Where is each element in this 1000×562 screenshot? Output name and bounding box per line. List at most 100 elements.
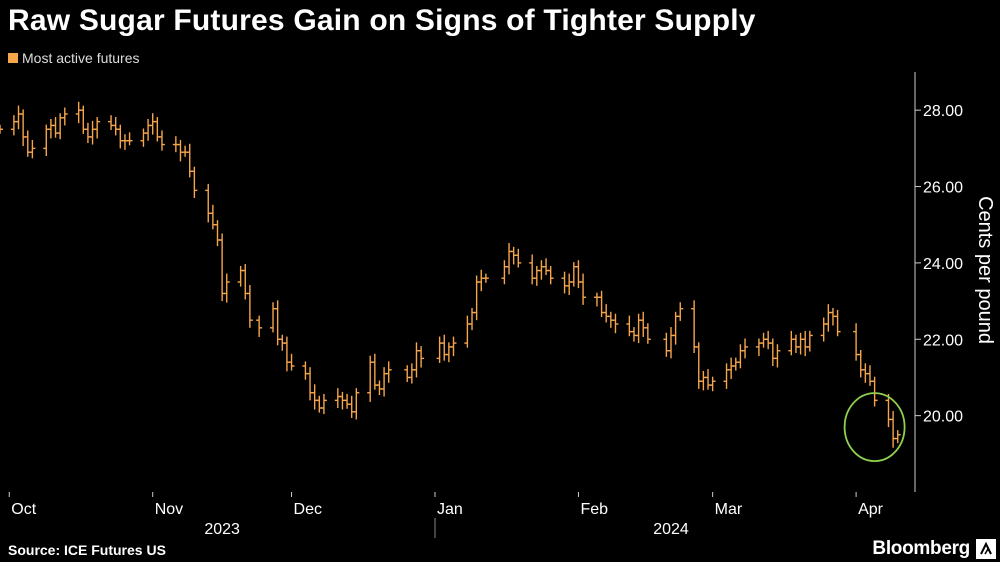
ohlc-bar [866, 365, 873, 386]
ohlc-bar [94, 117, 101, 139]
ohlc-bar [205, 183, 212, 223]
x-tick-label: Oct [11, 501, 36, 518]
ohlc-bar [894, 430, 901, 444]
x-tick-label: Apr [858, 501, 884, 518]
brand: Bloomberg [872, 538, 996, 560]
ohlc-bar [677, 302, 684, 321]
ohlc-bar [890, 411, 897, 448]
ohlc-bar [214, 220, 221, 247]
ohlc-bar [371, 353, 378, 390]
ohlc-bar [242, 264, 249, 300]
ohlc-bar [834, 309, 841, 337]
ohlc-bar [506, 243, 513, 275]
ohlc-bar [15, 105, 22, 130]
ohlc-bar [566, 273, 573, 295]
ohlc-bar [871, 376, 878, 407]
ohlc-bar [29, 139, 36, 159]
ohlc-bar [857, 349, 864, 378]
ohlc-bar [186, 143, 193, 178]
annotations [843, 392, 906, 462]
ohlc-bar [10, 115, 17, 136]
ohlc-bar [478, 269, 485, 292]
ohlc-bar [755, 338, 762, 357]
ohlc-bar [0, 124, 3, 134]
ohlc-bar [108, 115, 115, 131]
ohlc-bar [612, 313, 619, 334]
ohlc-bar [723, 363, 730, 389]
ohlc-bar [561, 271, 568, 294]
ohlc-bar [117, 124, 124, 149]
ohlc-bar [450, 336, 457, 357]
ohlc-bar [413, 342, 420, 378]
ohlc-bar [385, 361, 392, 383]
ohlc-bar [644, 323, 651, 344]
ohlc-bar [765, 330, 772, 350]
ohlc-bar [515, 248, 522, 268]
ohlc-bar [348, 395, 355, 418]
ohlc-bar [501, 260, 508, 285]
ohlc-bar [663, 332, 670, 357]
y-tick-label: 20.00 [923, 409, 963, 426]
brand-name: Bloomberg [872, 538, 970, 559]
ohlc-bar [302, 361, 309, 380]
chart-title: Raw Sugar Futures Gain on Signs of Tight… [8, 4, 756, 37]
ohlc-bar [288, 353, 295, 371]
ohlc-bar [630, 327, 637, 342]
ohlc-bar [635, 313, 642, 344]
ohlc-bar [246, 285, 253, 328]
ohlc-bar [126, 132, 133, 146]
ohlc-bar [445, 342, 452, 363]
ohlc-bar [820, 317, 827, 342]
ohlc-bar [792, 334, 799, 354]
y-tick-label: 28.00 [923, 103, 963, 120]
ohlc-bar [75, 101, 82, 124]
ohlc-bar [154, 117, 161, 142]
source-note: Source: ICE Futures US [8, 542, 166, 558]
ohlc-bar [61, 107, 68, 126]
ohlc-bar [283, 336, 290, 372]
ohlc-bar [464, 315, 471, 348]
legend: Most active futures [8, 50, 140, 66]
ohlc-bar [353, 388, 360, 420]
ohlc-bar [307, 367, 314, 401]
ohlc-bar [737, 344, 744, 369]
ohlc-bar [705, 369, 712, 390]
ohlc-bar [806, 330, 813, 352]
ohlc-bar [533, 265, 540, 286]
x-tick-label: Mar [715, 501, 743, 518]
ohlc-bar [691, 300, 698, 354]
ohlc-bar [667, 327, 674, 359]
ohlc-bar [177, 139, 184, 162]
ohlc-bar [769, 338, 776, 366]
ohlc-bar [182, 145, 189, 157]
ohlc-bar [344, 393, 351, 409]
ohlc-bar [640, 311, 647, 337]
ohlc-bar [774, 344, 781, 368]
ohlc-series [0, 101, 901, 448]
x-tick-label: Dec [294, 501, 322, 518]
ohlc-bar [145, 118, 152, 141]
ohlc-bar [603, 304, 610, 323]
ohlc-bar [158, 130, 165, 151]
ohlc-bar [223, 273, 230, 303]
ohlc-bar [121, 134, 128, 150]
ohlc-bar [436, 336, 443, 363]
ohlc-bar [334, 388, 341, 408]
ohlc-bar [700, 370, 707, 391]
ohlc-bar [20, 109, 27, 147]
ohlc-bar [191, 166, 198, 198]
ohlc-bar [404, 365, 411, 383]
ohlc-bar [84, 122, 91, 144]
ohlc-bar [570, 262, 577, 287]
ohlc-bar [469, 307, 476, 331]
ohlc-bar [760, 332, 767, 348]
ohlc-bar [728, 357, 735, 379]
ohlc-bar [316, 395, 323, 413]
ohlc-bar [149, 113, 156, 135]
year-label: 2024 [653, 521, 689, 538]
legend-label: Most active futures [22, 50, 140, 66]
bloomberg-logo-icon [976, 539, 996, 559]
ohlc-bar [626, 315, 633, 337]
ohlc-bar [547, 265, 554, 285]
